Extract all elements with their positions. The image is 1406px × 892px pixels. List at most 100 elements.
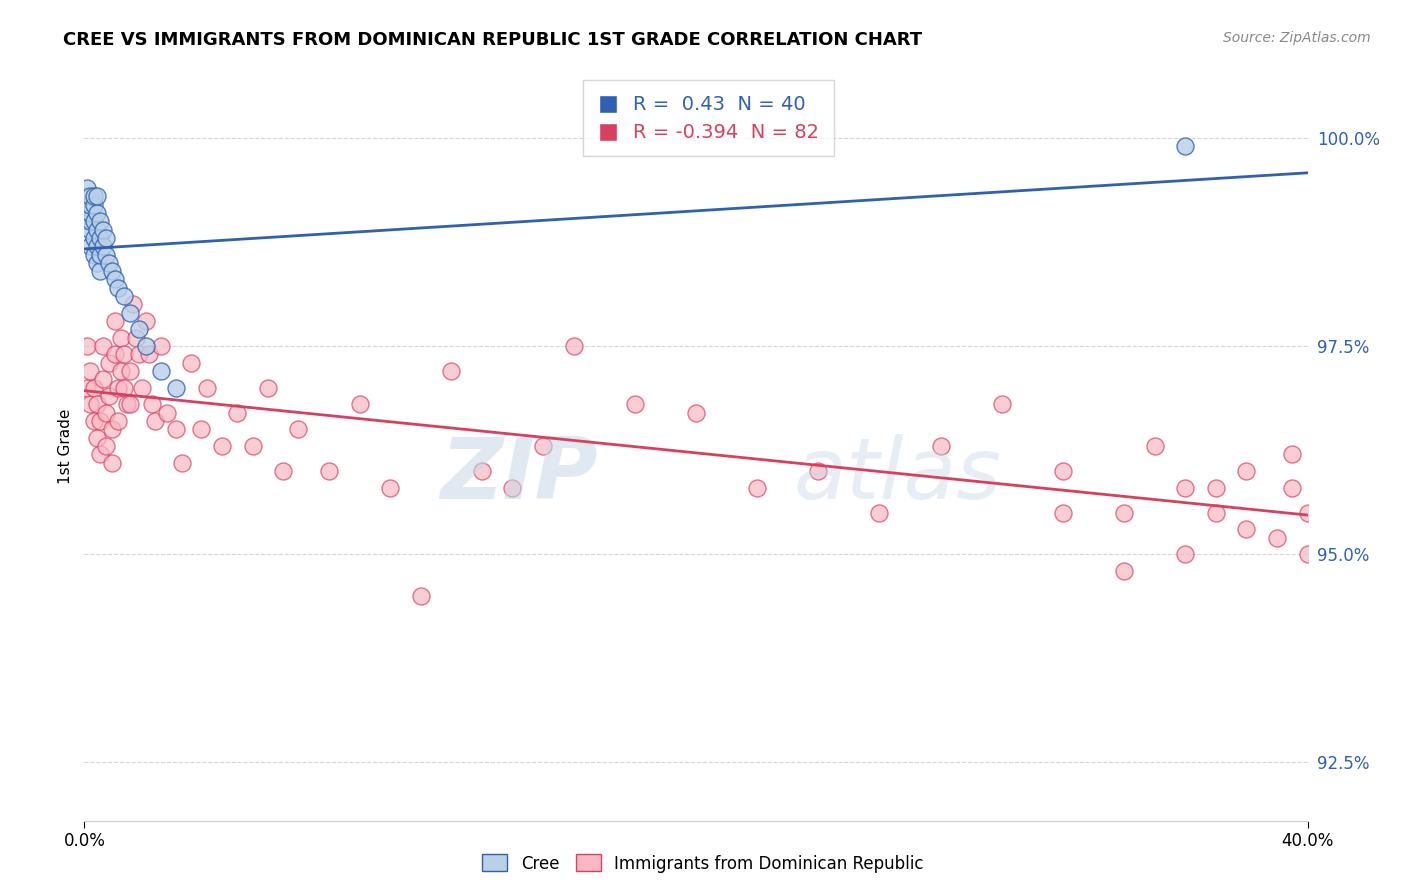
Point (807, 464, 830, 478)
Point (97, 256, 120, 270)
Point (83, 414, 105, 428)
Point (929, 439, 952, 453)
Point (107, 281, 129, 295)
Point (112, 381, 135, 395)
Point (471, 464, 494, 478)
Point (104, 314, 127, 328)
Point (1174, 547, 1197, 561)
Point (79, 214, 101, 228)
Point (86, 256, 108, 270)
Point (1236, 522, 1258, 536)
Point (97, 389, 120, 403)
Point (79, 197, 101, 211)
Point (76, 381, 98, 395)
Point (1174, 139, 1197, 153)
Point (120, 306, 142, 320)
Point (149, 339, 172, 353)
Point (115, 397, 138, 411)
Point (440, 364, 463, 378)
Point (380, 481, 402, 495)
Point (86, 397, 108, 411)
Point (190, 422, 212, 436)
Point (1143, 439, 1166, 453)
Point (76, 214, 98, 228)
Legend: R =  0.43  N = 40, R = -0.394  N = 82: R = 0.43 N = 40, R = -0.394 N = 82 (582, 80, 834, 156)
Y-axis label: 1st Grade: 1st Grade (58, 409, 73, 483)
Point (86, 222, 108, 236)
Point (104, 347, 127, 361)
Point (172, 456, 194, 470)
Point (83, 247, 105, 261)
Point (257, 381, 280, 395)
Point (685, 406, 707, 420)
Point (110, 364, 132, 378)
Point (83, 197, 105, 211)
Point (94, 247, 117, 261)
Point (502, 481, 524, 495)
Point (86, 431, 108, 445)
Point (94, 231, 117, 245)
Point (79, 239, 101, 253)
Point (1114, 506, 1136, 520)
Point (76, 206, 98, 220)
Legend: Cree, Immigrants from Dominican Republic: Cree, Immigrants from Dominican Republic (475, 847, 931, 880)
Point (1174, 481, 1197, 495)
Point (120, 397, 142, 411)
Point (149, 364, 172, 378)
Point (91, 372, 114, 386)
Point (1052, 506, 1074, 520)
Point (1052, 464, 1074, 478)
Point (91, 239, 114, 253)
Point (83, 231, 105, 245)
Point (89, 414, 111, 428)
Point (562, 339, 585, 353)
Point (226, 406, 249, 420)
Point (86, 239, 108, 253)
Point (869, 506, 891, 520)
Point (94, 439, 117, 453)
Point (91, 339, 114, 353)
Point (349, 397, 371, 411)
Point (156, 406, 179, 420)
Point (79, 206, 101, 220)
Point (287, 422, 309, 436)
Point (91, 222, 114, 236)
Point (135, 339, 157, 353)
Point (94, 406, 117, 420)
Point (101, 422, 124, 436)
Point (89, 214, 111, 228)
Point (101, 456, 124, 470)
Point (128, 347, 150, 361)
Point (1236, 464, 1258, 478)
Point (125, 331, 148, 345)
Point (112, 289, 135, 303)
Point (89, 247, 111, 261)
Point (76, 189, 98, 203)
Point (531, 439, 554, 453)
Point (120, 364, 142, 378)
Point (79, 364, 101, 378)
Point (1205, 481, 1227, 495)
Point (104, 272, 127, 286)
Point (165, 422, 187, 436)
Point (89, 447, 111, 461)
Point (1296, 506, 1319, 520)
Point (76, 197, 98, 211)
Point (107, 414, 129, 428)
Point (1281, 481, 1303, 495)
Point (1205, 506, 1227, 520)
Point (76, 181, 98, 195)
Point (83, 214, 105, 228)
Point (143, 414, 166, 428)
Point (86, 206, 108, 220)
Point (165, 381, 187, 395)
Point (624, 397, 647, 411)
Point (747, 481, 769, 495)
Point (180, 356, 202, 370)
Point (991, 397, 1014, 411)
Point (110, 331, 132, 345)
Text: ZIP: ZIP (440, 434, 598, 517)
Point (83, 381, 105, 395)
Point (138, 347, 160, 361)
Point (409, 589, 432, 603)
